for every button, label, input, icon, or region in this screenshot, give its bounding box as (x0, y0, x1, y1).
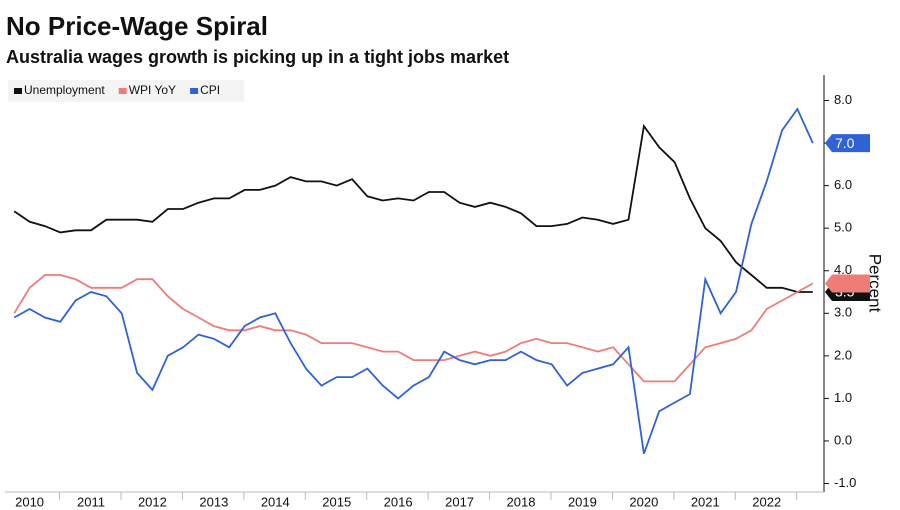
y-tick-label: 6.0 (834, 177, 852, 192)
x-tick-label: 2015 (322, 494, 351, 509)
series-line (13, 107, 814, 455)
y-tick-label: 0.0 (834, 432, 852, 447)
y-tick-label: 2.0 (834, 347, 852, 362)
legend-label: Unemployment (24, 83, 105, 97)
y-tick-label: 5.0 (834, 220, 852, 235)
y-tick-label: 4.0 (834, 262, 852, 277)
x-tick-label: 2017 (445, 494, 474, 509)
x-tick-label: 2011 (77, 494, 105, 509)
end-tag-label: 7.0 (835, 135, 855, 151)
series-line (13, 123, 813, 293)
legend: Unemployment WPI YoY CPI (8, 80, 244, 102)
x-tick-label: 2016 (384, 494, 413, 509)
legend-swatch (190, 88, 199, 94)
y-tick-label: 8.0 (834, 92, 852, 107)
end-tag: 7.0 (825, 134, 870, 153)
x-tick-label: 2010 (15, 494, 44, 509)
y-tick-label: -1.0 (834, 475, 856, 490)
y-axis-label: Percent (866, 254, 885, 313)
legend-swatch (14, 88, 22, 94)
x-tick-label: 2022 (752, 494, 781, 509)
end-tag-box (825, 274, 870, 293)
x-tick-label: 2012 (138, 494, 167, 509)
end-tag (825, 274, 870, 293)
x-tick-label: 2013 (199, 494, 228, 509)
y-tick-label: 1.0 (834, 390, 852, 405)
x-tick-label: 2014 (261, 494, 290, 509)
chart-title: No Price-Wage Spiral (6, 11, 268, 41)
legend-swatch (118, 88, 127, 94)
series-line (13, 274, 814, 383)
chart-subtitle: Australia wages growth is picking up in … (6, 47, 509, 67)
x-tick-label: 2021 (691, 494, 720, 509)
x-tick-label: 2020 (629, 494, 658, 509)
y-tick-label: 3.0 (834, 305, 852, 320)
legend-label: WPI YoY (129, 83, 176, 97)
x-tick-label: 2018 (507, 494, 536, 509)
legend-label: CPI (200, 83, 220, 97)
end-tag-box (825, 134, 870, 153)
x-tick-label: 2019 (568, 494, 597, 509)
